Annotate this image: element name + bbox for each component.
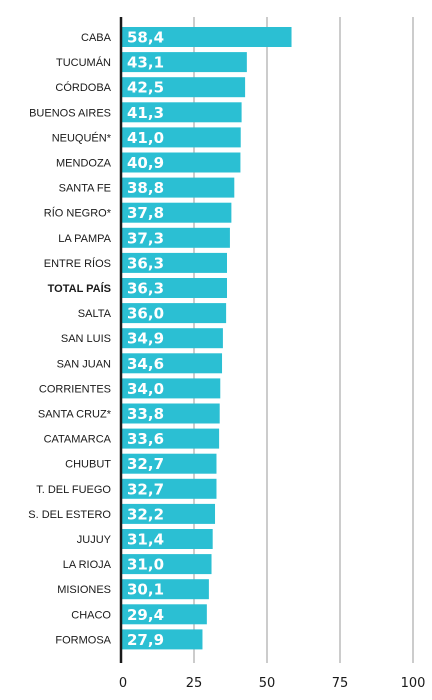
bar-value-label: 30,1 (127, 581, 164, 599)
category-label: TOTAL PAÍS (48, 282, 111, 295)
category-label: JUJUY (77, 534, 112, 546)
bar-value-label: 37,3 (127, 229, 164, 247)
category-label: ENTRE RÍOS (44, 257, 111, 270)
bar-value-label: 40,9 (127, 154, 164, 172)
bar-value-label: 41,0 (127, 129, 164, 147)
bar-value-label: 31,4 (127, 531, 164, 549)
category-label: LA RIOJA (63, 559, 112, 571)
category-label: CORRIENTES (39, 383, 111, 395)
bar (121, 77, 246, 98)
bar (121, 604, 207, 625)
bar (121, 177, 235, 198)
bar-value-label: 32,2 (127, 505, 164, 523)
x-tick-label: 50 (259, 676, 276, 691)
bar (121, 52, 247, 73)
bar-value-label: 27,9 (127, 631, 164, 649)
x-tick-label: 25 (186, 676, 203, 691)
bar (121, 478, 217, 499)
bar (121, 554, 212, 575)
category-label: SANTA FE (59, 183, 111, 195)
bar-value-label: 58,4 (127, 29, 164, 47)
bar-value-label: 36,3 (127, 280, 164, 298)
category-label: CHACO (71, 609, 111, 621)
x-tick-labels: 0 25 50 75 100 (119, 676, 426, 691)
category-label: TUCUMÁN (56, 56, 111, 69)
bar-value-label: 41,3 (127, 104, 164, 122)
bar-value-label: 42,5 (127, 79, 164, 97)
bar (121, 629, 203, 650)
category-label: CABA (81, 32, 112, 44)
bar (121, 152, 241, 173)
x-tick-label: 0 (119, 676, 127, 691)
bar (121, 579, 209, 600)
x-tick-label: 75 (332, 676, 349, 691)
bar-value-label: 34,0 (127, 380, 164, 398)
bar-value-label: 32,7 (127, 480, 164, 498)
bar (121, 403, 220, 424)
bar (121, 453, 217, 474)
category-label: MENDOZA (56, 158, 112, 170)
bar (121, 202, 232, 223)
category-label: MISIONES (57, 584, 111, 596)
bar (121, 102, 242, 123)
bar-value-label: 32,7 (127, 455, 164, 473)
category-label: LA PAMPA (58, 233, 111, 245)
category-label: BUENOS AIRES (29, 107, 111, 119)
category-label: SANTA CRUZ* (38, 409, 112, 421)
bar-value-label: 29,4 (127, 606, 164, 624)
bar-value-label: 34,9 (127, 330, 164, 348)
category-label: NEUQUÉN* (52, 131, 112, 144)
category-label: S. DEL ESTERO (28, 509, 111, 521)
bar (121, 328, 223, 349)
bar (121, 252, 227, 273)
category-label: CÓRDOBA (55, 81, 111, 94)
bar (121, 353, 223, 374)
category-label: FORMOSA (55, 634, 111, 646)
bar-value-label: 34,6 (127, 355, 164, 373)
category-label: SALTA (78, 308, 112, 320)
bars: 58,4 43,1 42,5 41,3 41,0 40,9 38,8 37,8 37,3 36,3… (121, 27, 292, 650)
category-label: RÍO NEGRO* (44, 207, 112, 220)
bar-value-label: 38,8 (127, 179, 164, 197)
bar (121, 278, 227, 298)
x-tick-label: 100 (401, 676, 426, 691)
bar-value-label: 31,0 (127, 556, 164, 574)
category-label: CHUBUT (65, 459, 111, 471)
bar (121, 303, 227, 324)
bar (121, 127, 241, 148)
category-label: T. DEL FUEGO (36, 484, 111, 496)
category-label: SAN LUIS (61, 333, 111, 345)
bar-value-label: 37,8 (127, 204, 164, 222)
bar (121, 503, 216, 524)
bar (121, 428, 220, 449)
bar-value-label: 33,8 (127, 405, 164, 423)
bar (121, 227, 230, 248)
bar (121, 529, 213, 549)
category-labels: CABA TUCUMÁN CÓRDOBA BUENOS AIRES NEUQUÉN* ME… (28, 32, 111, 646)
bar-value-label: 36,0 (127, 305, 164, 323)
bar-value-label: 36,3 (127, 254, 164, 272)
category-label: CATAMARCA (44, 434, 112, 446)
bar-value-label: 33,6 (127, 430, 164, 448)
category-label: SAN JUAN (57, 358, 111, 370)
bar (121, 27, 292, 47)
bar (121, 378, 221, 399)
bar-value-label: 43,1 (127, 54, 164, 72)
